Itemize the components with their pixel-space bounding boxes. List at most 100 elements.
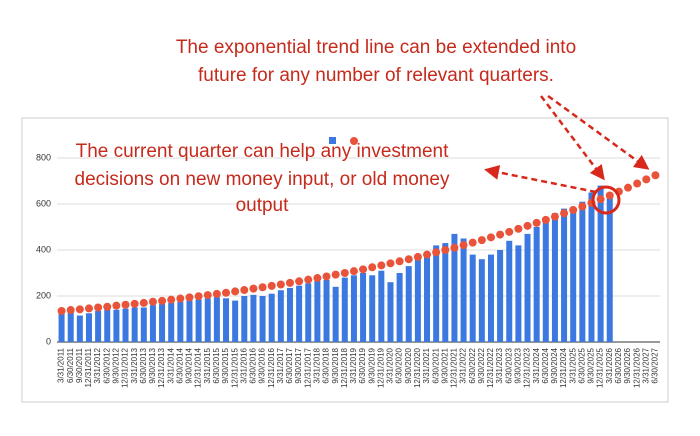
bar — [579, 201, 586, 342]
x-tick-label: 6/30/2023 — [504, 347, 513, 383]
bar — [606, 194, 613, 342]
trend-dot — [331, 270, 340, 279]
trend-dot — [139, 298, 148, 307]
annotation: The current quarter can help any investm… — [76, 141, 450, 162]
bar — [332, 286, 339, 342]
x-tick-label: 12/31/2026 — [632, 347, 641, 388]
bar — [570, 208, 577, 342]
bar — [497, 250, 504, 342]
trend-dot — [468, 238, 477, 247]
trend-dot — [240, 286, 249, 295]
x-tick-label: 6/30/2014 — [175, 347, 184, 383]
bar — [149, 305, 156, 342]
bar — [478, 259, 485, 342]
trend-dot — [523, 221, 532, 230]
x-tick-label: 9/30/2014 — [185, 347, 194, 383]
x-tick-label: 12/31/2022 — [486, 347, 495, 388]
bar — [259, 296, 266, 342]
x-tick-label: 12/31/2023 — [523, 347, 532, 388]
trend-dot — [386, 259, 395, 268]
x-tick-label: 9/30/2020 — [404, 347, 413, 383]
bar — [524, 233, 531, 342]
x-tick-label: 6/30/2016 — [249, 347, 258, 383]
x-tick-label: 3/31/2025 — [568, 347, 577, 383]
trend-dot — [423, 250, 432, 259]
trend-dot — [276, 280, 285, 289]
trend-dot — [103, 302, 112, 311]
bar — [469, 254, 476, 342]
bar — [95, 310, 102, 342]
x-tick-label: 12/31/2025 — [596, 347, 605, 388]
x-tick-label: 9/30/2016 — [258, 347, 267, 383]
trend-dot — [194, 292, 203, 301]
x-tick-label: 9/30/2021 — [440, 347, 449, 383]
x-tick-label: 6/30/2011 — [66, 347, 75, 383]
bar — [159, 304, 166, 342]
trend-dot — [121, 300, 130, 309]
trend-dot — [295, 277, 304, 286]
trend-dot — [94, 303, 103, 312]
trend-dot — [84, 304, 93, 313]
bar — [551, 213, 558, 342]
trend-dot — [322, 272, 331, 281]
trend-dot — [624, 183, 633, 192]
x-tick-label: 6/30/2012 — [102, 347, 111, 383]
bar — [369, 275, 376, 342]
trend-dot — [486, 233, 495, 242]
bar — [122, 308, 129, 342]
x-tick-label: 6/30/2021 — [431, 347, 440, 383]
bar — [113, 309, 120, 342]
annotation: The exponential trend line can be extend… — [176, 37, 576, 58]
bar — [405, 266, 412, 342]
x-tick-label: 12/31/2012 — [121, 347, 130, 388]
bar — [424, 252, 431, 342]
trend-dot — [496, 230, 505, 239]
trend-dot — [413, 252, 422, 261]
trend-dot — [313, 274, 322, 283]
x-tick-label: 6/30/2019 — [358, 347, 367, 383]
trend-dot — [578, 202, 587, 211]
bar — [451, 233, 458, 342]
annotation: decisions on new money input, or old mon… — [75, 169, 450, 190]
legend-marker — [350, 137, 358, 145]
x-tick-label: 9/30/2012 — [111, 347, 120, 383]
trend-dot — [560, 209, 569, 218]
x-tick-label: 3/31/2012 — [93, 347, 102, 383]
x-tick-label: 3/31/2019 — [349, 347, 358, 383]
x-tick-label: 12/31/2021 — [450, 347, 459, 388]
trend-dot — [432, 248, 441, 257]
x-tick-label: 9/30/2018 — [331, 347, 340, 383]
bar — [588, 192, 595, 342]
x-tick-label: 3/31/2018 — [312, 347, 321, 383]
trend-dot — [532, 218, 541, 227]
x-tick-label: 3/31/2014 — [166, 347, 175, 383]
x-tick-label: 3/31/2027 — [641, 347, 650, 383]
trend-dot — [359, 265, 368, 274]
bar — [286, 287, 293, 342]
bar — [460, 238, 467, 342]
bar — [85, 313, 92, 342]
bar — [487, 254, 494, 342]
x-tick-label: 6/30/2022 — [468, 347, 477, 383]
bar — [542, 217, 549, 342]
bar — [515, 245, 522, 342]
trend-dot — [441, 246, 450, 254]
highlight-circle — [591, 185, 621, 215]
x-tick-label: 6/30/2013 — [139, 347, 148, 383]
bar — [277, 290, 284, 342]
y-tick-label: 600 — [36, 198, 51, 208]
trend-dot — [550, 212, 559, 221]
trend-dot — [395, 257, 404, 266]
x-tick-label: 9/30/2019 — [367, 347, 376, 383]
trend-dot — [167, 295, 176, 304]
trend-dot — [158, 296, 167, 305]
trend-dot — [75, 305, 84, 314]
bar — [561, 208, 568, 342]
trend-dot — [112, 301, 121, 310]
bar — [360, 273, 367, 342]
x-tick-label: 9/30/2025 — [587, 347, 596, 383]
x-tick-label: 3/31/2013 — [130, 347, 139, 383]
x-tick-label: 9/30/2017 — [294, 347, 303, 383]
trend-dot — [642, 175, 651, 184]
trend-dot — [258, 283, 267, 292]
